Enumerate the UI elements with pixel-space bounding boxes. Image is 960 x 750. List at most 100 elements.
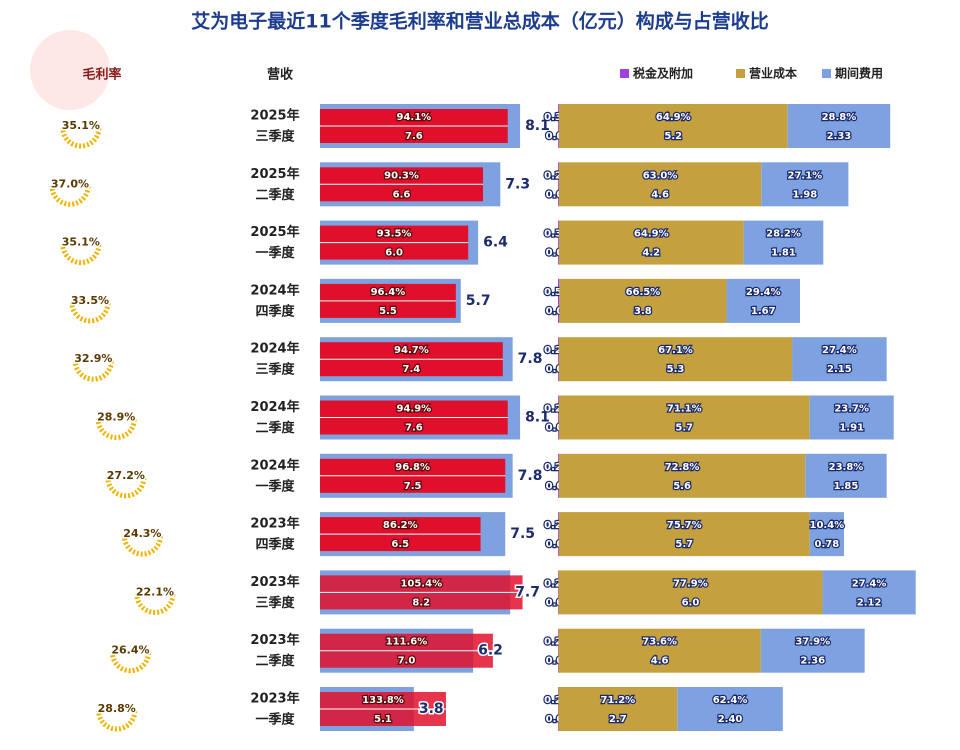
cost-value-label: 6.6 xyxy=(393,189,411,200)
value-label: 6.0 xyxy=(682,597,700,608)
cost-value-label: 6.5 xyxy=(391,539,409,550)
cost-share-label: 111.6% xyxy=(386,637,428,648)
value-label: 5.3 xyxy=(667,364,685,375)
cost-segment xyxy=(558,278,560,323)
cost-share-label: 105.4% xyxy=(400,578,442,589)
cost-segment xyxy=(760,628,865,673)
cost-value-label: 7.6 xyxy=(405,131,423,142)
cost-value-label: 6.0 xyxy=(385,248,403,259)
category-year: 2025年 xyxy=(250,108,299,124)
margin-sun xyxy=(96,710,138,732)
logo xyxy=(30,30,110,110)
share-label: 37.9% xyxy=(795,637,830,648)
value-label: 0.78 xyxy=(814,539,839,550)
margin-label: 35.1% xyxy=(62,119,100,132)
cost-value-label: 7.5 xyxy=(404,481,422,492)
margin-sun xyxy=(60,244,102,266)
share-label: 66.5% xyxy=(626,287,661,298)
revenue-label: 8.1 xyxy=(525,410,550,426)
cost-segment xyxy=(822,570,916,615)
value-label: 4.2 xyxy=(642,248,660,259)
value-label: 5.2 xyxy=(664,131,682,142)
category-quarter: 四季度 xyxy=(255,537,295,553)
legend-swatch xyxy=(822,69,831,78)
cost-share-label: 86.2% xyxy=(383,520,418,531)
cost-segment xyxy=(558,453,806,498)
margin-sun xyxy=(121,535,163,557)
value-label: 1.67 xyxy=(751,306,776,317)
cost-segment xyxy=(805,453,887,498)
cost-value-label: 5.1 xyxy=(374,714,392,725)
value-label: 5.7 xyxy=(675,539,693,550)
revenue-header: 营收 xyxy=(267,67,294,83)
cost-segment xyxy=(558,395,559,440)
margin-label: 35.1% xyxy=(62,236,100,249)
margin-label: 27.2% xyxy=(107,469,145,482)
share-label: 27.4% xyxy=(822,345,857,356)
cost-segment xyxy=(558,512,559,557)
category-quarter: 三季度 xyxy=(255,362,295,378)
cost-segment xyxy=(558,395,810,440)
margin-sun xyxy=(105,477,147,499)
revenue-label: 3.8 xyxy=(419,701,444,717)
value-label: 2.40 xyxy=(718,714,743,725)
value-label: 5.6 xyxy=(673,481,691,492)
category-quarter: 二季度 xyxy=(255,187,295,203)
value-label: 2.7 xyxy=(609,714,627,725)
revenue-label: 7.8 xyxy=(518,351,543,367)
margin-label: 26.4% xyxy=(111,644,149,657)
cost-segment xyxy=(558,162,762,207)
value-label: 1.91 xyxy=(839,423,864,434)
margin-sun xyxy=(60,127,102,149)
revenue-label: 6.4 xyxy=(483,235,508,251)
value-label: 5.7 xyxy=(675,423,693,434)
margin-sun xyxy=(109,652,151,674)
legend-swatch xyxy=(736,69,745,78)
category-year: 2024年 xyxy=(250,341,299,357)
cost-share-label: 94.7% xyxy=(394,345,429,356)
cost-segment xyxy=(558,453,559,498)
cost-segment xyxy=(558,220,559,265)
category-quarter: 二季度 xyxy=(255,653,295,669)
cost-segment xyxy=(809,512,844,557)
cost-segment xyxy=(787,104,891,148)
share-label: 73.6% xyxy=(642,637,677,648)
margin-sun xyxy=(69,302,111,324)
category-year: 2023年 xyxy=(250,516,299,532)
category-year: 2024年 xyxy=(250,399,299,415)
legend-swatch xyxy=(620,69,629,78)
cost-segment xyxy=(558,570,823,615)
category-quarter: 四季度 xyxy=(255,303,295,319)
share-label: 64.9% xyxy=(634,229,669,240)
cost-value-label: 7.4 xyxy=(403,364,421,375)
cost-share-label: 94.9% xyxy=(397,404,432,415)
share-label: 28.2% xyxy=(766,229,801,240)
value-label: 3.8 xyxy=(634,306,652,317)
revenue-label: 7.5 xyxy=(510,526,535,542)
margin-header: 毛利率 xyxy=(82,67,121,83)
margin-sun xyxy=(49,186,91,207)
category-quarter: 二季度 xyxy=(255,420,295,436)
margin-label: 33.5% xyxy=(71,294,109,307)
category-year: 2023年 xyxy=(250,691,299,707)
cost-share-label: 96.4% xyxy=(371,287,406,298)
margin-label: 28.9% xyxy=(97,411,135,424)
category-quarter: 一季度 xyxy=(255,245,295,261)
cost-segment xyxy=(677,687,783,731)
share-label: 62.4% xyxy=(713,695,748,706)
revenue-label: 7.8 xyxy=(518,468,543,484)
margin-label: 37.0% xyxy=(51,177,89,190)
category-year: 2024年 xyxy=(250,457,299,473)
value-label: 1.85 xyxy=(834,481,859,492)
cost-segment xyxy=(558,687,678,731)
value-label: 2.36 xyxy=(800,656,825,667)
cost-value-label: 7.0 xyxy=(398,656,416,667)
revenue-label: 8.1 xyxy=(525,118,550,134)
cost-segment xyxy=(558,104,559,148)
cost-segment xyxy=(809,395,894,440)
category-quarter: 一季度 xyxy=(255,712,295,728)
value-label: 1.81 xyxy=(771,248,796,259)
cost-segment xyxy=(558,337,793,382)
value-label: 2.15 xyxy=(827,364,852,375)
